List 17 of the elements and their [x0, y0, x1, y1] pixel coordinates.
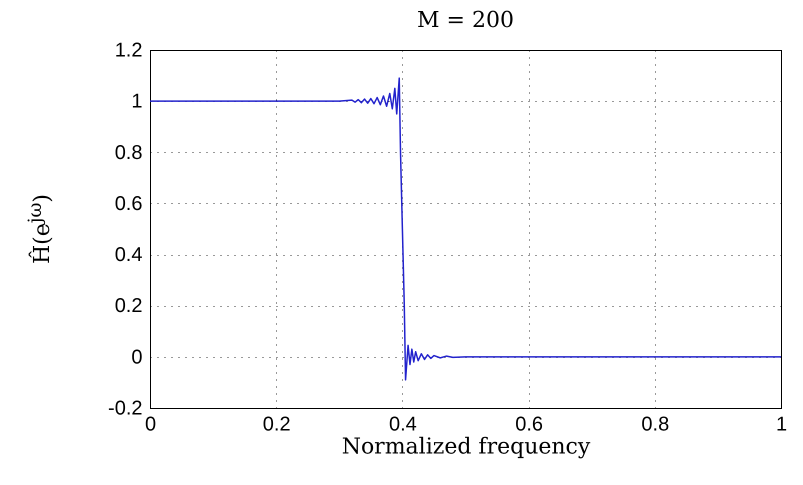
y-tick-label: 0.6	[114, 192, 142, 215]
chart-title: M = 200	[417, 8, 514, 33]
x-tick-label: 0.4	[388, 414, 417, 436]
x-tick-label: 0.2	[262, 414, 291, 436]
y-tick-label: 0	[131, 346, 142, 368]
x-tick-label: 1	[776, 414, 788, 436]
x-tick-label: 0.6	[515, 414, 544, 436]
y-tick-label: 0.8	[114, 142, 142, 164]
y-tick-label: 0.4	[114, 244, 142, 266]
x-tick-label: 0	[144, 414, 156, 436]
y-tick-label: 1	[131, 90, 142, 113]
y-tick-label: 1.2	[114, 40, 142, 62]
x-tick-label: 0.8	[641, 414, 670, 436]
x-axis-title: Normalized frequency	[342, 434, 591, 460]
y-tick-label: 0.2	[114, 295, 142, 318]
line-series	[149, 77, 782, 381]
y-tick-label: -0.2	[108, 398, 142, 420]
